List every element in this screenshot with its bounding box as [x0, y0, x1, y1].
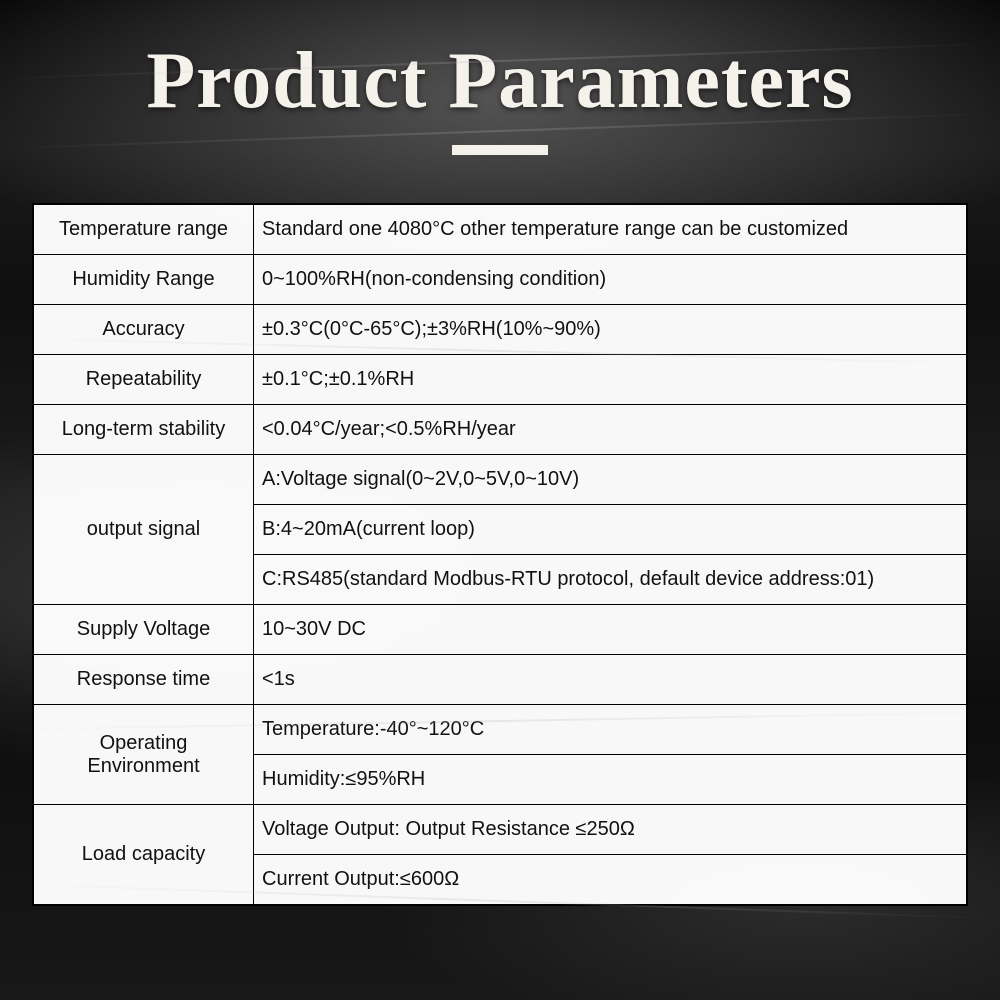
param-label: Response time	[34, 655, 254, 705]
param-value: Temperature:-40°~120°C	[254, 705, 967, 755]
parameters-table: Temperature rangeStandard one 4080°C oth…	[33, 204, 967, 905]
param-value: ±0.1°C;±0.1%RH	[254, 355, 967, 405]
table-row: Long-term stability<0.04°C/year;<0.5%RH/…	[34, 405, 967, 455]
param-value: Voltage Output: Output Resistance ≤250Ω	[254, 805, 967, 855]
param-value: <0.04°C/year;<0.5%RH/year	[254, 405, 967, 455]
table-row: Load capacityVoltage Output: Output Resi…	[34, 805, 967, 855]
parameters-table-container: Temperature rangeStandard one 4080°C oth…	[32, 203, 968, 906]
param-label: output signal	[34, 455, 254, 605]
param-value: 0~100%RH(non-condensing condition)	[254, 255, 967, 305]
param-value: C:RS485(standard Modbus-RTU protocol, de…	[254, 555, 967, 605]
param-label: Temperature range	[34, 205, 254, 255]
param-label: Operating Environment	[34, 705, 254, 805]
table-row: Repeatability±0.1°C;±0.1%RH	[34, 355, 967, 405]
param-label: Supply Voltage	[34, 605, 254, 655]
param-label: Accuracy	[34, 305, 254, 355]
param-value: 10~30V DC	[254, 605, 967, 655]
param-value: Standard one 4080°C other temperature ra…	[254, 205, 967, 255]
param-value: B:4~20mA(current loop)	[254, 505, 967, 555]
table-row: Temperature rangeStandard one 4080°C oth…	[34, 205, 967, 255]
table-row: output signalA:Voltage signal(0~2V,0~5V,…	[34, 455, 967, 505]
table-row: Humidity Range0~100%RH(non-condensing co…	[34, 255, 967, 305]
table-row: Accuracy±0.3°C(0°C-65°C);±3%RH(10%~90%)	[34, 305, 967, 355]
param-label: Humidity Range	[34, 255, 254, 305]
table-row: Supply Voltage10~30V DC	[34, 605, 967, 655]
param-label: Repeatability	[34, 355, 254, 405]
param-label: Long-term stability	[34, 405, 254, 455]
param-value: Humidity:≤95%RH	[254, 755, 967, 805]
param-value: <1s	[254, 655, 967, 705]
title-underline	[452, 145, 548, 155]
table-row: Operating EnvironmentTemperature:-40°~12…	[34, 705, 967, 755]
table-row: Response time<1s	[34, 655, 967, 705]
param-value: A:Voltage signal(0~2V,0~5V,0~10V)	[254, 455, 967, 505]
page-title: Product Parameters	[0, 0, 1000, 127]
